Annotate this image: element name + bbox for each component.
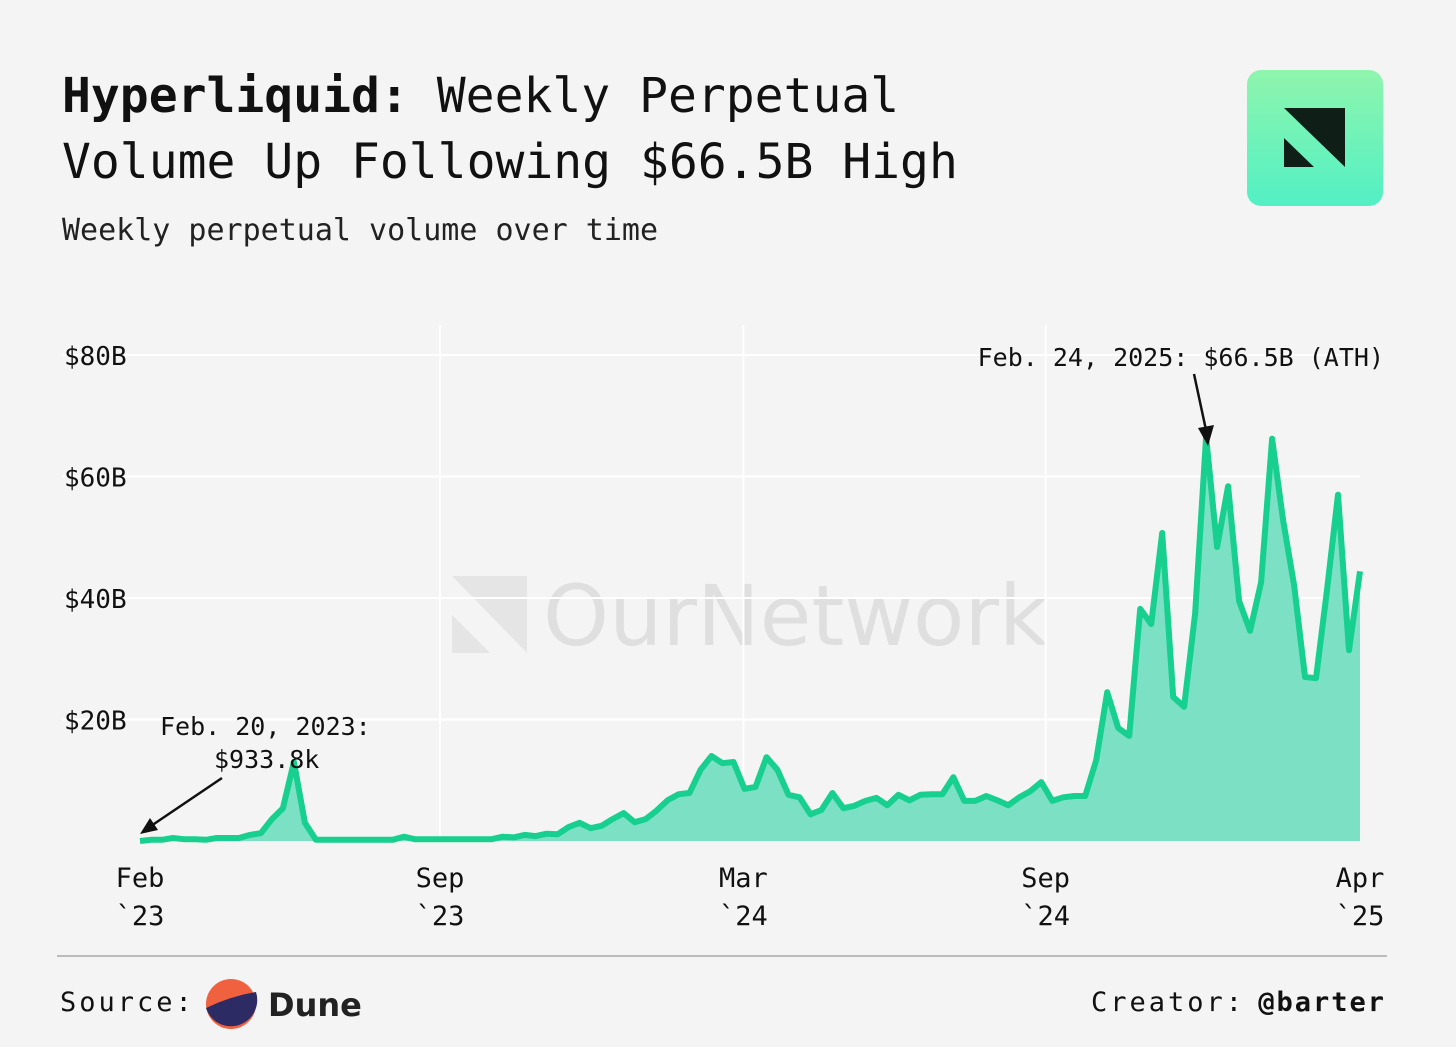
watermark-shape — [452, 576, 527, 653]
annotation: Feb. 20, 2023: — [160, 712, 371, 741]
annotation-arrow — [1192, 373, 1208, 431]
source-label: Source: — [60, 987, 195, 1018]
annotation: $933.8k — [214, 745, 319, 774]
chart-subtitle: Weekly perpetual volume over time — [62, 213, 658, 248]
area — [140, 437, 1360, 841]
annotation-arrowhead — [140, 818, 158, 834]
y-tick-label: $80B — [64, 342, 127, 372]
logo — [1247, 70, 1383, 206]
logo-shape — [1284, 108, 1345, 167]
line — [139, 434, 1363, 844]
x-tick-label: Apr `25 — [1336, 863, 1385, 932]
source-name: Dune — [268, 986, 362, 1024]
x-tick-label: Sep `24 — [1021, 863, 1070, 932]
annotation-arrow — [147, 776, 223, 830]
creator-name: @barter — [1258, 987, 1386, 1018]
x-tick-label: Sep `23 — [416, 863, 465, 932]
y-tick-label: $20B — [64, 707, 127, 737]
watermark: OurNetwork — [452, 567, 1048, 665]
creator-label: Creator: — [1091, 987, 1245, 1018]
watermark-shape — [452, 615, 490, 653]
source-logo — [206, 992, 258, 1027]
logo-shape — [1284, 138, 1314, 167]
watermark-text: OurNetwork — [543, 567, 1048, 665]
x-tick-label: Feb `23 — [116, 863, 165, 932]
y-tick-label: $40B — [64, 585, 127, 615]
annotation-arrowhead — [1198, 425, 1214, 446]
chart-title: Volume Up Following $66.5B High — [62, 134, 958, 190]
y-tick-label: $60B — [64, 464, 127, 494]
annotation: Feb. 24, 2025: $66.5B (ATH) — [978, 343, 1384, 372]
title-bold: Hyperliquid: — [62, 68, 409, 124]
title-line: Weekly Perpetual — [437, 68, 899, 124]
plot: $20B $40B $60B $80B Feb `23 Sep `23 Mar `24 Sep `24… — [62, 325, 1384, 932]
x-tick-label: Mar `24 — [719, 863, 768, 932]
chart-title: Hyperliquid: Weekly Perpetual — [62, 68, 899, 124]
